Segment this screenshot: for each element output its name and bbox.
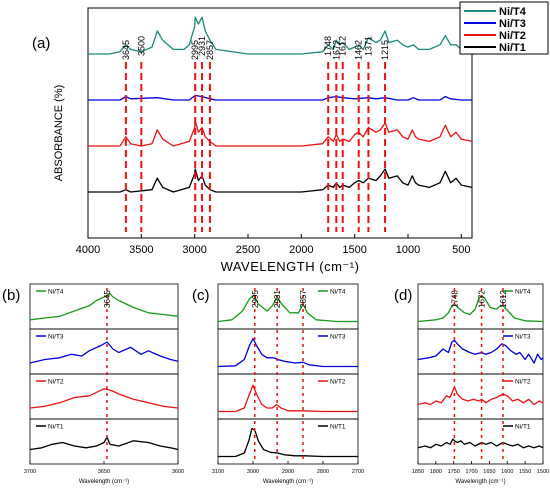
zoom-x-tick-label: 3000: [247, 469, 259, 475]
legend-label: Ni/T3: [499, 18, 526, 30]
x-tick-label: 2500: [236, 244, 260, 256]
subpanel-legend-label: Ni/T3: [330, 334, 346, 341]
zoom-x-axis-label: Wavelength (cm⁻¹): [79, 479, 129, 485]
zoom-x-tick-label: 2900: [282, 469, 294, 475]
zoom-x-tick-label: 3650: [98, 469, 110, 475]
peak-label: 2857: [205, 40, 215, 60]
peak-label: 1748: [323, 36, 333, 56]
spectrum-line: [88, 168, 473, 193]
x-tick-label: 2000: [289, 244, 313, 256]
spectrum-line: [88, 94, 472, 101]
zoom-x-tick-label: 1700: [465, 469, 477, 475]
subpanel-legend-label: Ni/T2: [48, 379, 64, 386]
legend-label: Ni/T4: [499, 6, 527, 18]
peak-label: 2995: [190, 40, 200, 60]
zoom-spectrum-line: [417, 386, 544, 406]
subpanel-legend-label: Ni/T4: [48, 289, 64, 296]
zoom-x-tick-label: 1550: [519, 469, 531, 475]
zoom-spectrum-line: [29, 341, 179, 364]
subpanel-legend-label: Ni/T3: [48, 334, 64, 341]
spectrum-line: [88, 16, 472, 55]
zoom-panel-d: (d) Ni/T4 Ni/T3 Ni/T2 Ni/T1 1748 1672 1612 1850 1…: [394, 283, 549, 485]
peak-label: 1612: [338, 36, 348, 56]
plot-frame: [87, 7, 473, 239]
zoom-peak-label: 2931: [273, 290, 282, 308]
zoom-peak-label: 2995: [251, 290, 260, 308]
zoom-spectrum-line: [218, 384, 358, 413]
peak-label: 3645: [121, 40, 131, 60]
subpanel-legend-label: Ni/T1: [48, 424, 64, 431]
zoom-x-tick-label: 1850: [412, 469, 424, 475]
subpanel-legend-label: Ni/T2: [515, 379, 531, 386]
x-tick-label: 4000: [76, 244, 100, 256]
subpanel-legend-label: Ni/T2: [330, 379, 346, 386]
spectrum-line: [88, 120, 473, 147]
x-tick-label: 3000: [182, 244, 206, 256]
subpanel-legend-label: Ni/T3: [515, 334, 531, 341]
panel-label: (c): [192, 287, 210, 304]
zoom-spectrum-line: [417, 294, 544, 323]
zoom-panel-b: (b) Ni/T4 Ni/T3 Ni/T2 Ni/T1 3645 3700 3650 3600 W…: [2, 283, 184, 485]
subpanel-legend-label: Ni/T1: [330, 424, 346, 431]
legend-label: Ni/T1: [499, 42, 526, 54]
zoom-x-tick-label: 3600: [172, 469, 184, 475]
peak-label: 1215: [380, 40, 390, 60]
x-tick-label: 500: [452, 244, 470, 256]
zoom-x-tick-label: 1500: [537, 469, 549, 475]
zoom-peak-label: 2857: [299, 290, 308, 308]
zoom-peak-label: 1748: [450, 290, 459, 308]
x-tick-label: 1000: [396, 244, 420, 256]
zoom-peak-label: 1672: [478, 290, 487, 308]
zoom-x-tick-label: 3100: [212, 469, 224, 475]
peak-label: 3500: [136, 36, 146, 56]
zoom-x-tick-label: 1600: [501, 469, 513, 475]
zoom-x-axis-label: Wavelength (cm⁻¹): [263, 479, 313, 485]
peak-label: 1371: [363, 36, 373, 56]
subpanel-frame: [417, 418, 544, 465]
peak-label: 1672: [331, 40, 341, 60]
zoom-panel-c: (c) Ni/T4 Ni/T3 Ni/T2 Ni/T1 2995 2931 2857 3100 3…: [192, 283, 364, 485]
peak-label: 2931: [197, 36, 207, 56]
main-spectra-panel: (a) 4000 3500 3000 2500 2000 1500 1000 500 WAVELE…: [32, 1, 549, 274]
zoom-spectrum-line: [218, 427, 358, 458]
zoom-peak-label: 1612: [499, 290, 508, 308]
zoom-spectrum-line: [217, 294, 358, 323]
x-axis-label: WAVELENGTH (cm⁻¹): [221, 259, 360, 274]
zoom-x-tick-label: 2700: [352, 469, 364, 475]
zoom-x-tick-label: 1800: [430, 469, 442, 475]
zoom-peak-label: 3645: [103, 290, 112, 308]
subpanel-legend-label: Ni/T4: [330, 289, 346, 296]
zoom-spectrum-line: [217, 337, 358, 368]
peak-label: 1462: [354, 40, 364, 60]
zoom-x-tick-label: 1650: [483, 469, 495, 475]
zoom-x-tick-label: 3700: [24, 469, 36, 475]
x-tick-label: 1500: [342, 244, 366, 256]
panel-label: (b): [2, 287, 20, 304]
y-axis-label: ABSORBANCE (%): [53, 85, 65, 182]
zoom-spectrum-line: [29, 436, 179, 451]
legend-label: Ni/T2: [499, 30, 526, 42]
subpanel-legend-label: Ni/T1: [515, 424, 531, 431]
zoom-spectrum-line: [417, 438, 544, 449]
zoom-spectrum-line: [29, 388, 179, 409]
zoom-spectrum-line: [417, 339, 544, 364]
panel-label: (a): [32, 35, 50, 52]
zoom-x-tick-label: 2800: [317, 469, 329, 475]
x-tick-label: 3500: [129, 244, 153, 256]
zoom-x-axis-label: Wavelength (cm⁻¹): [455, 479, 505, 485]
subpanel-legend-label: Ni/T4: [515, 289, 531, 296]
panel-label: (d): [394, 287, 412, 304]
zoom-x-tick-label: 1750: [448, 469, 460, 475]
